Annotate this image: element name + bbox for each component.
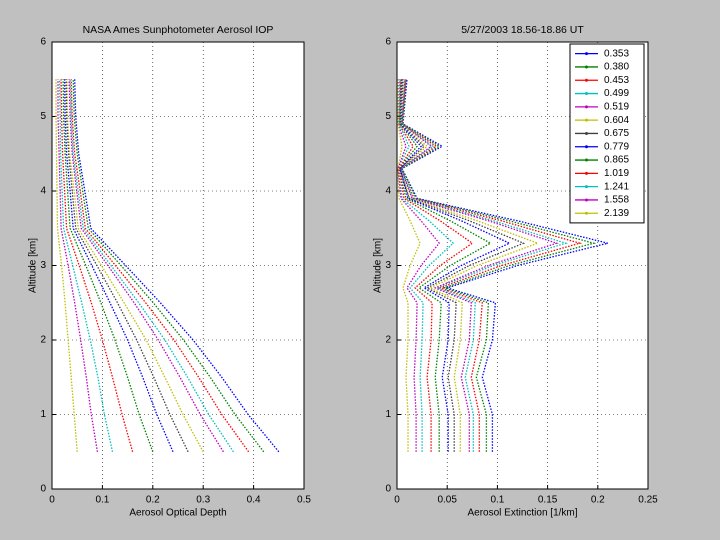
profile-line — [401, 79, 608, 452]
legend-marker — [585, 52, 588, 56]
profile-line — [63, 79, 174, 453]
y-axis-label: Altitude [km] — [373, 238, 384, 293]
chart-title: NASA Ames Sunphotometer Aerosol IOP — [83, 24, 274, 36]
y-tick-label: 6 — [40, 37, 46, 48]
profile-line — [69, 79, 234, 453]
legend-label: 0.865 — [604, 155, 629, 166]
profile-line — [65, 79, 189, 453]
y-tick-label: 6 — [385, 37, 391, 48]
plot-frame — [51, 41, 305, 490]
profile-line — [399, 79, 511, 452]
profile-line — [60, 79, 134, 452]
y-tick-label: 3 — [40, 260, 46, 271]
profile-line — [398, 79, 474, 452]
legend-label: 0.353 — [604, 48, 629, 59]
y-axis-label: Altitude [km] — [28, 238, 39, 293]
y-tick-label: 4 — [385, 186, 391, 197]
legend-marker — [585, 185, 588, 189]
legend-label: 0.604 — [604, 115, 629, 126]
profile-line — [70, 79, 250, 453]
profile-line — [58, 79, 114, 452]
legend-marker — [585, 211, 588, 215]
y-tick-label: 2 — [385, 335, 391, 346]
legend-label: 0.779 — [604, 141, 629, 152]
y-tick-label: 2 — [40, 335, 46, 346]
profile-line — [62, 79, 154, 453]
y-tick-label: 0 — [40, 484, 46, 495]
profile-line — [66, 79, 204, 453]
profile-line — [398, 79, 492, 452]
y-tick-label: 4 — [40, 186, 46, 197]
x-tick-label: 0.2 — [146, 495, 160, 506]
y-tick-label: 5 — [40, 111, 46, 122]
x-tick-label: 0.25 — [638, 495, 658, 506]
legend-label: 0.519 — [604, 101, 629, 112]
profile-line — [397, 79, 441, 452]
profile-line — [74, 79, 280, 453]
legend-marker — [585, 198, 588, 202]
legend: 0.353 0.380 0.453 0.499 0.519 0.604 0.675 0.779… — [569, 43, 645, 224]
profile-line — [399, 79, 540, 452]
legend-label: 0.675 — [604, 128, 629, 139]
x-tick-label: 0.1 — [490, 495, 504, 506]
profile-line — [72, 79, 265, 453]
y-tick-label: 1 — [385, 409, 391, 420]
legend-marker — [585, 131, 588, 135]
profile-line — [68, 79, 224, 453]
x-tick-label: 0.05 — [437, 495, 457, 506]
profile-line — [400, 79, 568, 452]
y-tick-label: 0 — [385, 484, 391, 495]
profile-line — [399, 79, 526, 452]
x-tick-label: 0.1 — [95, 495, 109, 506]
x-tick-label: 0.5 — [297, 495, 311, 506]
legend-label: 1.241 — [604, 181, 629, 192]
x-tick-label: 0.4 — [247, 495, 261, 506]
legend-marker — [585, 145, 588, 149]
legend-label: 1.019 — [604, 168, 629, 179]
legend-marker — [585, 78, 588, 82]
legend-label: 1.558 — [604, 195, 629, 206]
legend-label: 0.453 — [604, 75, 629, 86]
legend-marker — [585, 105, 588, 109]
profile-line — [400, 79, 583, 452]
legend-marker — [585, 118, 588, 122]
plot-frame — [396, 41, 649, 490]
profile-line — [401, 79, 597, 452]
legend-marker — [585, 158, 588, 162]
x-axis-label: Aerosol Optical Depth — [129, 508, 226, 519]
x-tick-label: 0.3 — [196, 495, 210, 506]
x-tick-label: 0.2 — [591, 495, 605, 506]
legend-marker — [585, 65, 588, 69]
legend-label: 0.380 — [604, 62, 629, 73]
x-tick-label: 0 — [49, 495, 55, 506]
y-tick-label: 1 — [40, 409, 46, 420]
y-tick-label: 5 — [385, 111, 391, 122]
x-tick-label: 0.15 — [538, 495, 558, 506]
profile-line — [55, 79, 78, 452]
legend-label: 2.139 — [604, 208, 629, 219]
plot-area — [52, 42, 304, 489]
legend-marker — [585, 171, 588, 175]
x-tick-label: 0 — [394, 495, 400, 506]
profile-line — [400, 79, 559, 452]
legend-marker — [585, 92, 588, 96]
chart-title: 5/27/2003 18.56-18.86 UT — [461, 24, 584, 36]
legend-label: 0.499 — [604, 88, 629, 99]
x-axis-label: Aerosol Extinction [1/km] — [467, 508, 577, 519]
y-tick-label: 3 — [385, 260, 391, 271]
profile-line — [57, 79, 99, 452]
